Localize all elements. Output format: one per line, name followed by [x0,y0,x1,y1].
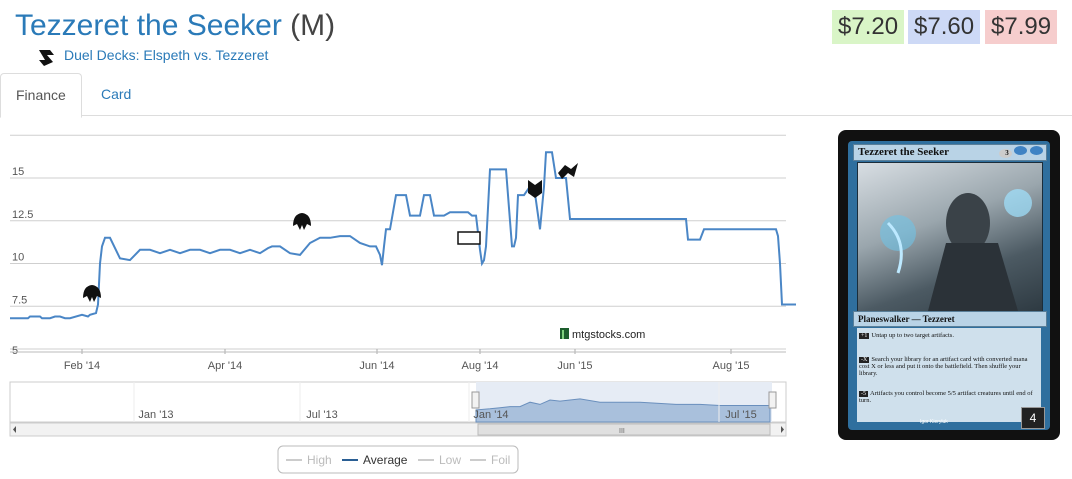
card-artwork [857,162,1043,312]
x-tick-label: Apr '14 [208,360,243,372]
ability-1: +1 Untap up to two target artifacts. [859,332,954,339]
svg-text:Average: Average [363,453,408,467]
set-link[interactable]: Duel Decks: Elspeth vs. Tezzeret [64,47,269,63]
tab-card[interactable]: Card [101,86,132,102]
mana-blue-icon [1014,146,1028,155]
svg-text:Foil: Foil [491,453,510,467]
scroll-right-arrow-icon[interactable] [781,426,784,433]
navigator-tick-label: Jan '14 [473,409,508,421]
tabs-divider [0,115,1072,116]
elspeth-set-icon[interactable] [83,285,101,302]
price-high: $7.99 [985,10,1058,44]
y-axis-ticks: 5 7.5 10 12.5 15 [12,166,33,357]
watermark-text: mtgstocks.com [572,329,645,341]
y-tick-label: 15 [12,166,24,178]
x-tick-label: Jun '15 [557,360,592,372]
set-symbol-icon [36,48,56,68]
chart-legend[interactable]: High Average Low Foil [277,445,519,474]
navigator-series-area [475,398,771,423]
set-release-markers [83,163,578,302]
ktk-set-icon[interactable] [528,180,542,198]
m15-set-icon[interactable] [457,231,481,245]
card-artist: Igor Kieryluk [920,419,948,425]
navigator-tick-label: Jul '13 [306,409,337,421]
card-title: Tezzeret the Seeker (M) [15,6,335,46]
price-history-chart: 5 7.5 10 12.5 15 Feb '14 Apr '14 Jun '14 Aug '1… [9,134,796,474]
y-tick-label: 7.5 [12,294,27,306]
card-rules-text: +1 Untap up to two target artifacts. -X Se… [857,328,1041,422]
card-name: Tezzeret the Seeker [15,9,282,42]
navigator-scrollbar[interactable]: III [9,422,787,437]
chart-navigator[interactable]: Jan '13 Jul '13 Jan '14 Jul '15 [9,381,787,423]
average-price-line [10,151,796,320]
x-tick-label: Aug '14 [462,360,499,372]
rarity-label: (M) [290,9,336,42]
elspeth-set-icon[interactable] [293,213,311,230]
navigator-left-handle[interactable] [471,391,480,409]
watermark: mtgstocks.com [560,328,645,341]
navigator-right-handle[interactable] [768,391,777,409]
y-tick-label: 5 [12,345,18,357]
scroll-left-arrow-icon[interactable] [13,426,16,433]
card-type-line: Planeswalker — Tezzeret [853,311,1047,327]
svg-text:High: High [307,453,332,467]
x-tick-label: Aug '15 [713,360,750,372]
ability-3: -5 Artifacts you control become 5/5 artif… [859,390,1033,404]
tab-finance[interactable]: Finance [0,73,82,118]
navigator-tick-label: Jul '15 [725,409,756,421]
mana-generic-icon: 3 [998,149,1012,158]
y-tick-label: 12.5 [12,209,33,221]
card-image-name: Tezzeret the Seeker 3 [853,144,1047,161]
navigator-tick-label: Jan '13 [138,409,173,421]
price-low: $7.20 [832,10,905,44]
y-tick-label: 10 [12,252,24,264]
x-axis-ticks: Feb '14 Apr '14 Jun '14 Aug '14 Jun '15 Aug '… [10,349,786,372]
scrollbar-grip: III [619,428,625,435]
ability-2: -X Search your library for an artifact ca… [859,356,1028,377]
card-loyalty: 4 [1021,407,1045,429]
x-tick-label: Jun '14 [359,360,394,372]
svg-text:Low: Low [439,453,461,467]
price-average: $7.60 [908,10,981,44]
x-tick-label: Feb '14 [64,360,100,372]
mana-blue-icon [1030,146,1043,155]
scrollbar-thumb[interactable] [477,423,771,436]
chart-grid [10,134,786,350]
legend-item-foil[interactable]: Foil [470,453,510,467]
legend-item-average[interactable]: Average [342,453,408,467]
legend-item-low[interactable]: Low [418,453,461,467]
legend-item-high[interactable]: High [286,453,332,467]
navigator-ticks: Jan '13 Jul '13 Jan '14 Jul '15 [133,382,757,422]
frf-set-icon[interactable] [558,163,578,179]
